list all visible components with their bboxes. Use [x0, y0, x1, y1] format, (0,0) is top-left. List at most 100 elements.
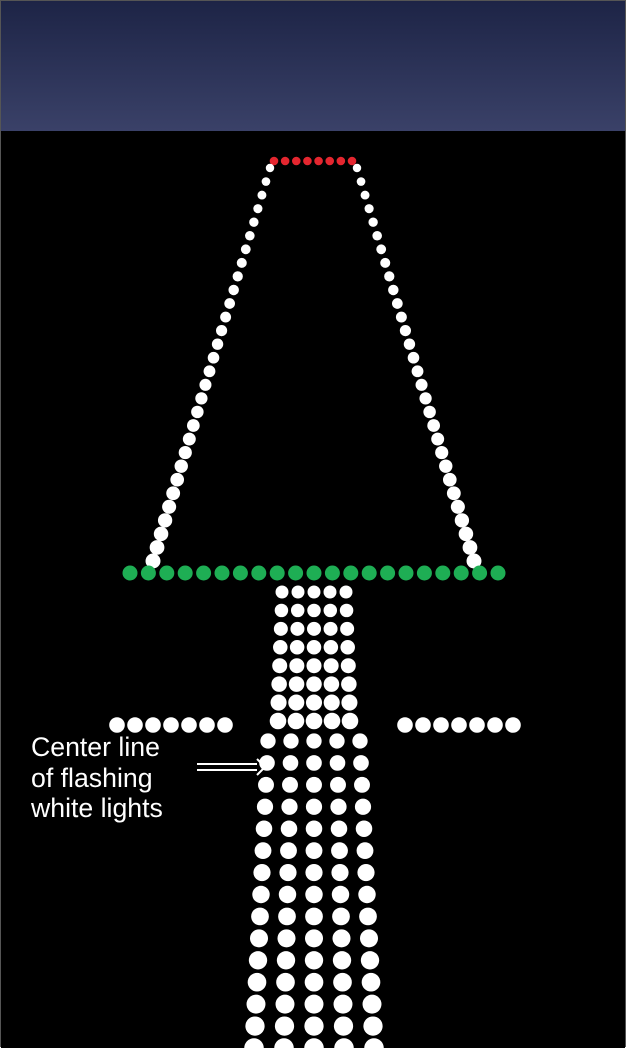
runway-edge-light — [404, 338, 415, 349]
approach-light — [332, 908, 350, 926]
approach-light — [306, 658, 321, 673]
approach-light — [332, 929, 350, 947]
runway-edge-light — [208, 352, 220, 364]
crossbar-light — [181, 717, 197, 733]
threshold-light — [491, 566, 506, 581]
approach-light — [247, 995, 266, 1014]
approach-light — [331, 820, 348, 837]
approach-light — [276, 995, 295, 1014]
approach-light — [248, 973, 267, 992]
runway-edge-light — [459, 527, 474, 542]
approach-light — [290, 622, 304, 636]
runway-edge-light — [439, 459, 452, 472]
approach-light — [324, 658, 339, 673]
approach-light — [305, 951, 323, 969]
approach-light — [353, 755, 369, 771]
runway-end-light — [281, 157, 290, 166]
approach-light — [282, 777, 298, 793]
approach-light — [306, 799, 322, 815]
crossbar-light — [145, 717, 161, 733]
crossbar-light — [109, 717, 125, 733]
approach-light — [305, 995, 324, 1014]
crossbar-light — [199, 717, 215, 733]
approach-light — [289, 658, 304, 673]
approach-light — [341, 695, 357, 711]
approach-light — [305, 973, 324, 992]
approach-light — [305, 864, 322, 881]
threshold-light — [362, 566, 377, 581]
approach-light — [277, 951, 295, 969]
approach-light — [304, 1016, 323, 1035]
label-line-1: Center line — [31, 732, 160, 762]
approach-light — [290, 640, 305, 655]
approach-light — [333, 951, 351, 969]
approach-light — [275, 604, 288, 617]
approach-light — [329, 733, 344, 748]
runway-edge-light — [443, 473, 457, 487]
runway-edge-light — [392, 298, 403, 309]
runway-end-light — [303, 157, 312, 166]
approach-light — [258, 777, 274, 793]
approach-light — [306, 713, 323, 730]
approach-light — [341, 676, 357, 692]
approach-light — [306, 777, 322, 793]
approach-light — [330, 755, 346, 771]
runway-edge-light — [451, 500, 465, 514]
runway-edge-light — [372, 231, 382, 241]
approach-light — [250, 929, 268, 947]
approach-light — [333, 973, 352, 992]
runway-edge-light — [241, 244, 251, 254]
runway-edge-light — [245, 231, 255, 241]
approach-light — [354, 777, 370, 793]
approach-light — [255, 842, 272, 859]
crossbar-light — [217, 717, 233, 733]
runway-edge-light — [257, 191, 266, 200]
runway-edge-light — [431, 433, 444, 446]
approach-light — [363, 995, 382, 1014]
runway-edge-light — [463, 540, 478, 555]
threshold-light — [270, 566, 285, 581]
threshold-light — [325, 566, 340, 581]
runway-edge-light — [435, 446, 448, 459]
approach-light — [341, 658, 356, 673]
runway-edge-light — [170, 473, 184, 487]
approach-light — [358, 886, 375, 903]
crossbar-light — [397, 717, 413, 733]
approach-light — [245, 1016, 264, 1035]
threshold-light — [178, 566, 193, 581]
approach-light — [283, 755, 299, 771]
runway-edge-light — [253, 204, 262, 213]
runway-edge-light — [419, 392, 431, 404]
approach-light — [307, 622, 321, 636]
threshold-light — [380, 566, 395, 581]
approach-light — [334, 995, 353, 1014]
approach-light — [292, 586, 305, 599]
runway-edge-light — [233, 271, 243, 281]
approach-light — [356, 820, 373, 837]
runway-edge-light — [175, 459, 188, 472]
approach-light — [307, 640, 322, 655]
crossbar-light — [163, 717, 179, 733]
label-line-2: of flashing — [31, 763, 153, 793]
approach-light — [288, 713, 305, 730]
runway-end-light — [292, 157, 301, 166]
approach-light — [249, 951, 267, 969]
threshold-light — [399, 566, 414, 581]
runway-edge-light — [376, 244, 386, 254]
runway-edge-light — [262, 177, 271, 186]
approach-light — [256, 820, 273, 837]
approach-light — [306, 820, 323, 837]
approach-light — [307, 604, 320, 617]
approach-light — [324, 713, 341, 730]
threshold-light — [141, 566, 156, 581]
approach-light — [306, 755, 322, 771]
approach-light — [281, 820, 298, 837]
crossbar-light — [487, 717, 503, 733]
approach-light — [331, 842, 348, 859]
centerline-label: Center line of flashing white lights — [31, 732, 163, 824]
runway-edge-light — [357, 177, 366, 186]
runway-edge-light — [416, 379, 428, 391]
approach-light — [332, 886, 349, 903]
runway-edge-light — [195, 392, 207, 404]
lights-layer — [1, 1, 626, 1048]
